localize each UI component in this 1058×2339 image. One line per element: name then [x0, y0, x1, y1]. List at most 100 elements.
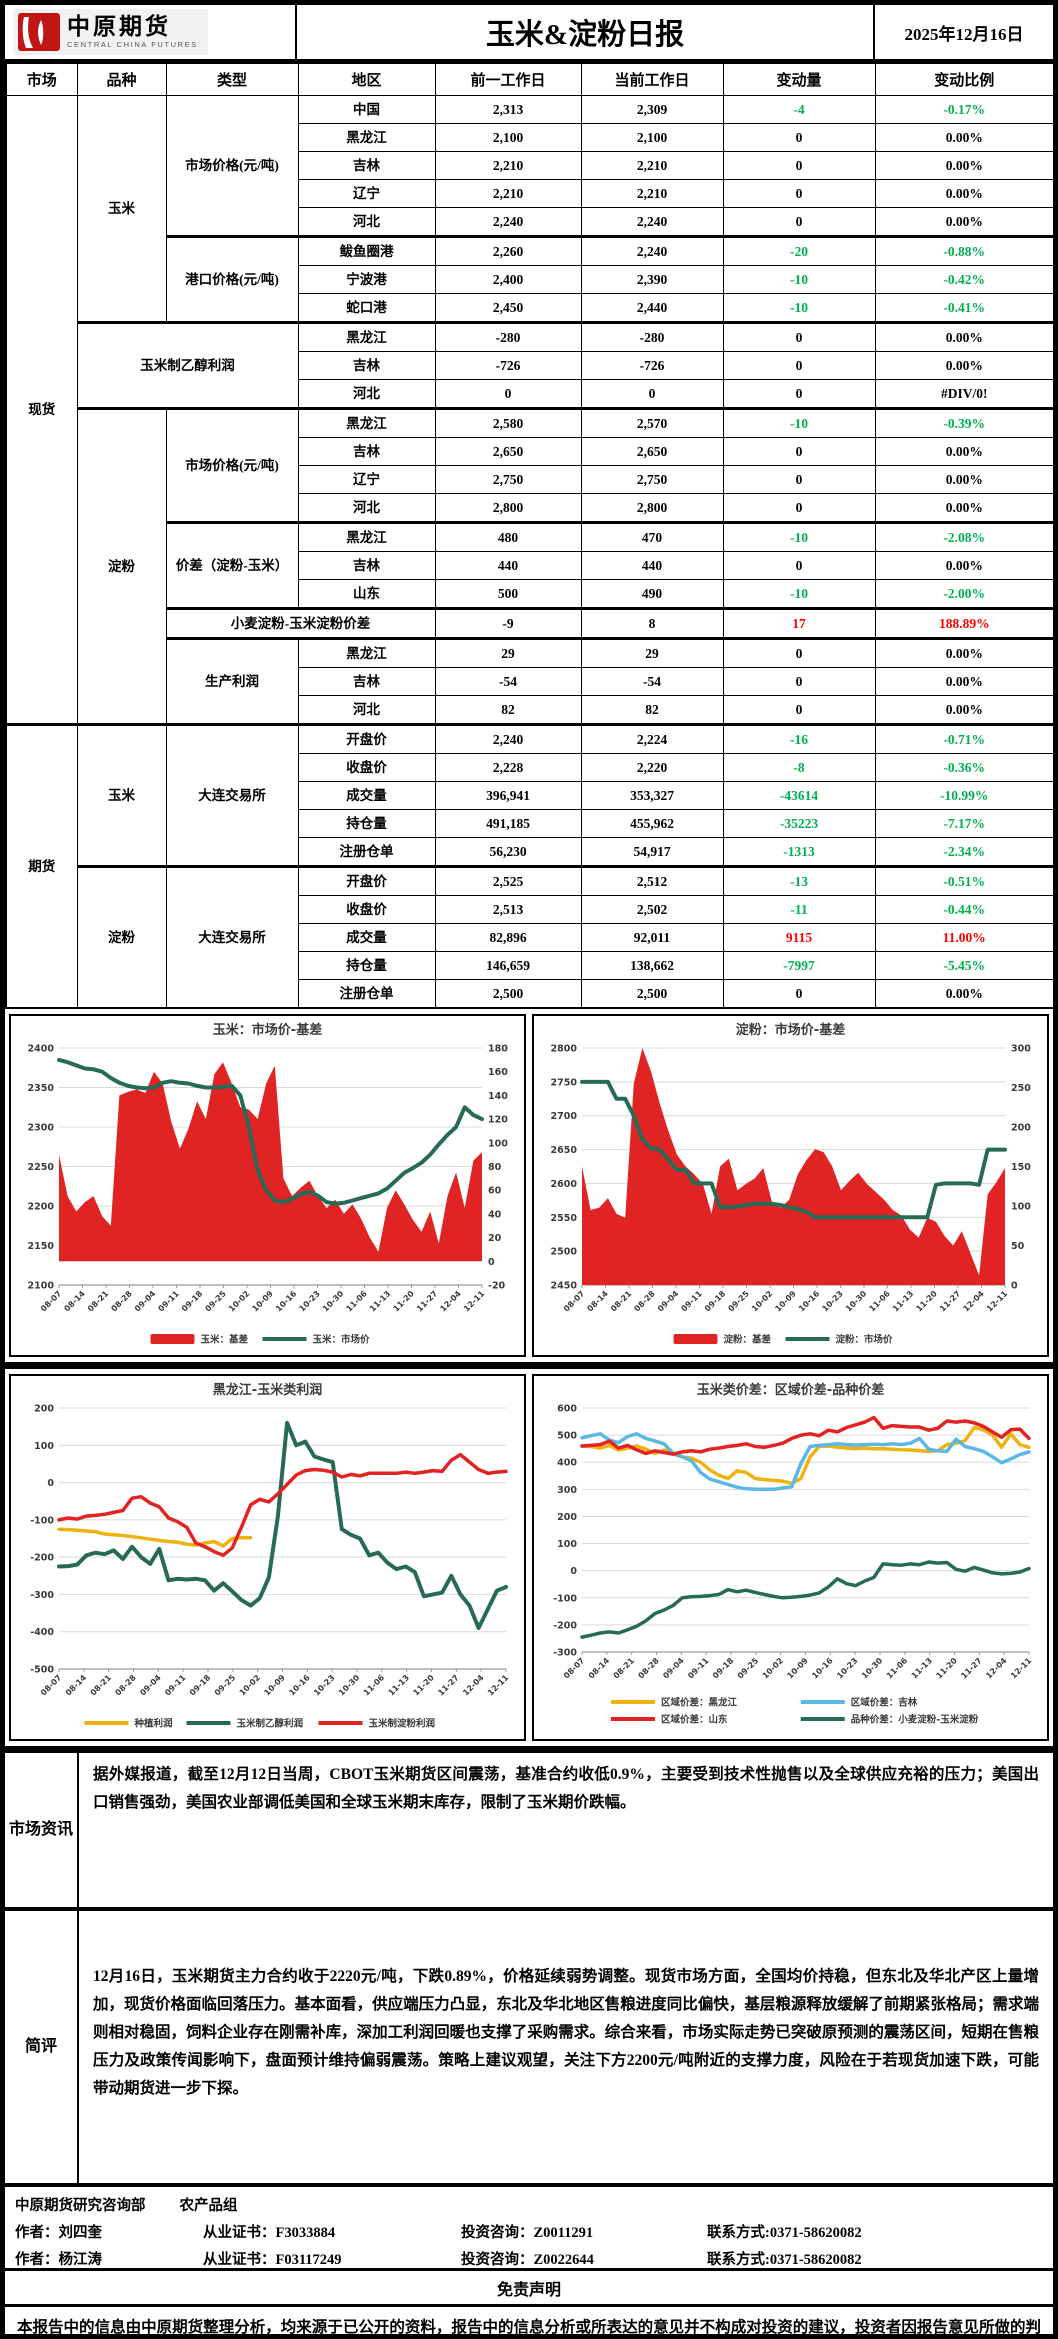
table-cell: #DIV/0!: [874, 379, 1053, 409]
table-cell: 2,100: [434, 123, 582, 152]
table-cell: 2,240: [580, 235, 724, 266]
table-cell: 2,240: [580, 207, 724, 237]
table-cell: 0.00%: [874, 465, 1053, 494]
table-cell: 2,500: [434, 979, 582, 1009]
table-cell: 0.00%: [874, 551, 1053, 580]
svg-text:08-21: 08-21: [89, 1673, 114, 1698]
logo-name-en: CENTRAL CHINA FUTURES: [67, 40, 198, 49]
svg-text:09-11: 09-11: [163, 1673, 188, 1698]
svg-text:-300: -300: [30, 1590, 54, 1601]
table-cell: 0: [722, 321, 876, 352]
disclaimer-title: 免责声明: [5, 2271, 1053, 2307]
svg-text:11-20: 11-20: [411, 1673, 436, 1698]
svg-text:50: 50: [1011, 1241, 1025, 1252]
table-cell: -0.36%: [874, 753, 1053, 782]
table-row: 注册仓单 56,230 54,917 -1313 -2.34%: [6, 837, 1053, 867]
table-cell: 82: [434, 695, 582, 725]
table-cell: 玉米: [76, 723, 167, 867]
svg-text:08-21: 08-21: [86, 1289, 111, 1314]
svg-text:黑龙江-玉米类利润: 黑龙江-玉米类利润: [213, 1382, 322, 1398]
svg-text:60: 60: [488, 1186, 502, 1197]
table-cell: 29: [434, 637, 582, 668]
table-cell: 2,400: [434, 265, 582, 294]
svg-text:2450: 2450: [551, 1281, 578, 1292]
table-cell: 玉米制乙醇利润: [76, 321, 299, 409]
table-cell: 490: [580, 579, 724, 609]
svg-text:2300: 2300: [28, 1123, 55, 1134]
svg-text:09-25: 09-25: [726, 1289, 751, 1314]
market-news-label: 市场资讯: [5, 1753, 79, 1907]
table-cell: 吉林: [297, 551, 436, 580]
table-cell: 2,580: [434, 407, 582, 438]
table-cell: 0: [722, 493, 876, 523]
table-cell: 2,500: [580, 979, 724, 1009]
svg-text:09-04: 09-04: [138, 1673, 163, 1698]
svg-text:淀粉：市场价-基差: 淀粉：市场价-基差: [736, 1022, 845, 1038]
table-cell: 鲅鱼圈港: [297, 235, 436, 266]
chart-heilongjiang-corn-profits: 黑龙江-玉米类利润 -500 -400 -300 -200 -100 0 100 200 08-0…: [9, 1374, 526, 1741]
table-row: 期货 玉米 大连交易所 开盘价 2,240 2,224 -16 -0.71%: [5, 723, 1053, 1009]
svg-text:-200: -200: [553, 1620, 577, 1631]
table-cell: 0.00%: [874, 979, 1053, 1009]
table-cell: -8: [722, 753, 876, 782]
table-cell: 0.00%: [874, 321, 1053, 352]
svg-text:10-16: 10-16: [287, 1673, 312, 1698]
table-cell: 0: [722, 637, 876, 668]
report-title: 玉米&淀粉日报: [485, 19, 685, 51]
table-cell: -0.41%: [874, 293, 1053, 323]
brief-comment-row: 简评 12月16日，玉米期货主力合约收于2220元/吨，下跌0.89%，价格延续…: [5, 1911, 1053, 2187]
svg-text:10-09: 10-09: [785, 1656, 810, 1681]
table-cell: 0.00%: [874, 667, 1053, 696]
author-line: 作者：刘四奎 从业证书：F3033884 投资咨询：Z0011291 联系方式:037…: [15, 2220, 1043, 2247]
table-cell: 黑龙江: [297, 407, 436, 438]
column-header: 市场: [5, 62, 78, 96]
table-cell: 吉林: [297, 351, 436, 380]
table-cell: -20: [722, 235, 876, 266]
svg-text:09-04: 09-04: [661, 1656, 686, 1681]
table-cell: 2,220: [580, 753, 724, 782]
table-cell: 2,440: [580, 293, 724, 323]
table-cell: 396,941: [434, 781, 582, 810]
svg-text:500: 500: [557, 1431, 577, 1442]
svg-text:10-16: 10-16: [810, 1656, 835, 1681]
table-cell: -726: [580, 351, 724, 380]
svg-text:10-23: 10-23: [835, 1656, 859, 1680]
table-cell: 河北: [297, 379, 436, 409]
table-cell: 2,313: [434, 95, 582, 124]
table-cell: 2,210: [580, 151, 724, 180]
svg-text:100: 100: [34, 1441, 54, 1452]
svg-text:玉米制乙醇利润: 玉米制乙醇利润: [237, 1718, 304, 1730]
svg-text:09-25: 09-25: [736, 1656, 761, 1681]
market-news-text: 据外媒报道，截至12月12日当周，CBOT玉米期货区间震荡，基准合约收低0.9%…: [93, 1766, 1039, 1811]
author-field: 作者：杨江涛: [15, 2251, 102, 2268]
report-date: 2025年12月16日: [873, 5, 1053, 59]
table-cell: 491,185: [434, 809, 582, 838]
svg-text:250: 250: [1011, 1083, 1031, 1094]
svg-text:2600: 2600: [551, 1179, 578, 1190]
table-cell: -0.42%: [874, 265, 1053, 294]
table-cell: 吉林: [297, 667, 436, 696]
table-cell: -1313: [722, 837, 876, 867]
svg-text:0: 0: [488, 1257, 495, 1268]
divider: [5, 1746, 1053, 1753]
svg-text:10-02: 10-02: [750, 1289, 774, 1313]
table-cell: 成交量: [297, 923, 436, 952]
table-cell: 2,513: [434, 895, 582, 924]
svg-text:09-18: 09-18: [188, 1673, 213, 1698]
table-cell: 56,230: [434, 837, 582, 867]
table-cell: 2,525: [434, 865, 582, 896]
column-header: 当前工作日: [580, 62, 724, 96]
table-cell: 0.00%: [874, 351, 1053, 380]
svg-text:玉米类价差：区域价差-品种价差: 玉米类价差：区域价差-品种价差: [697, 1382, 884, 1398]
table-cell: 0: [722, 551, 876, 580]
table-cell: -10.99%: [874, 781, 1053, 810]
table-cell: 0.00%: [874, 695, 1053, 725]
table-cell: 470: [580, 521, 724, 552]
svg-text:09-25: 09-25: [213, 1673, 238, 1698]
column-header: 前一工作日: [434, 62, 582, 96]
table-cell: 0.00%: [874, 493, 1053, 523]
svg-text:12-11: 12-11: [486, 1673, 511, 1698]
svg-text:10-02: 10-02: [761, 1656, 785, 1680]
svg-text:-20: -20: [488, 1281, 506, 1292]
table-cell: 0: [722, 207, 876, 237]
